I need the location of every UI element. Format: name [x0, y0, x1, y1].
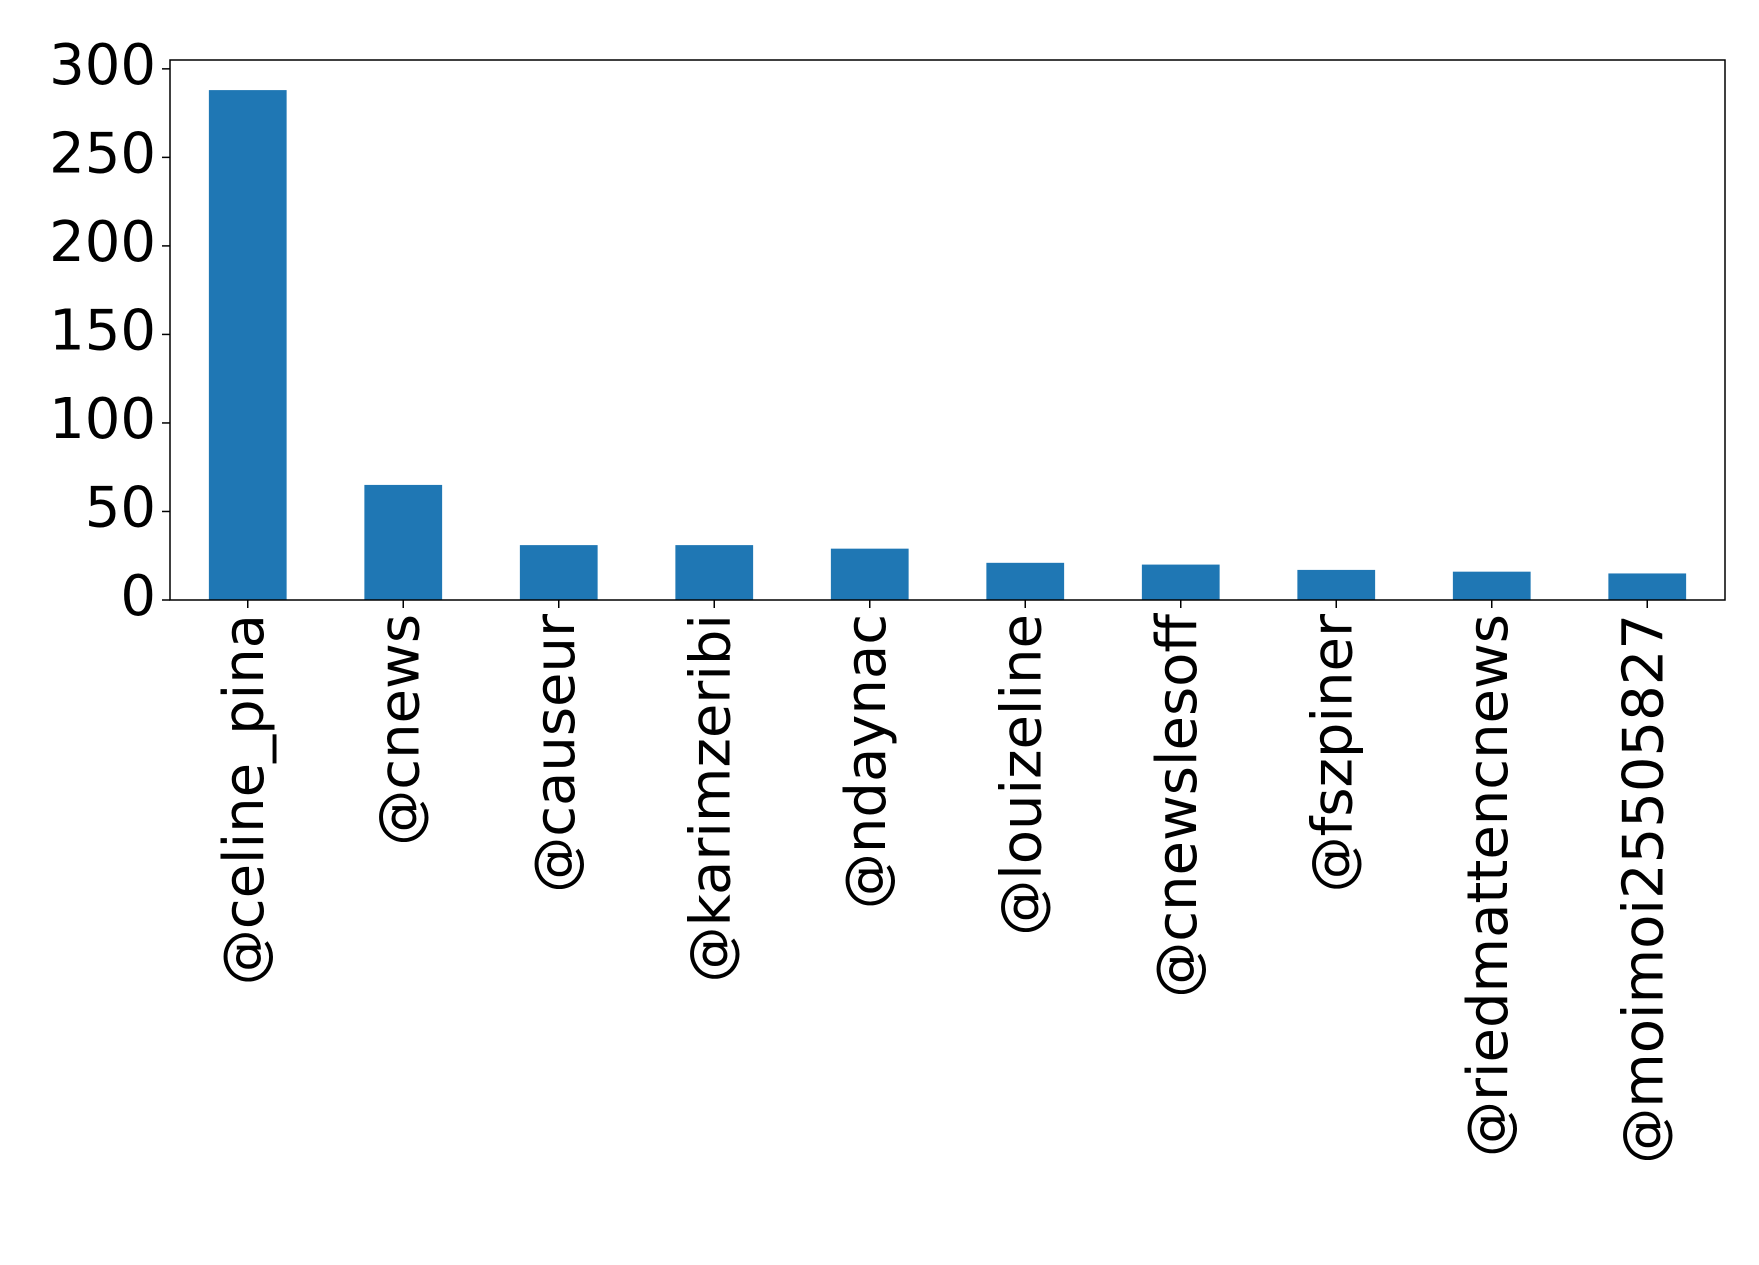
x-axis: @celine_pina @cnews @causeur @karimzeribi @n…: [212, 600, 1676, 1164]
x-tick-label: @karimzeribi: [678, 614, 743, 982]
bar-fszpiner: [1297, 569, 1376, 600]
y-tick-label: 100: [49, 387, 156, 452]
x-tick-label: @moimoi25505827: [1611, 614, 1676, 1164]
bar-karimzeribi: [675, 545, 754, 600]
y-tick-label: 150: [49, 299, 156, 364]
bar-causeur: [519, 545, 598, 600]
x-tick-label: @fszpiner: [1300, 613, 1365, 892]
bar-cnews: [364, 484, 443, 600]
bar-louizeline: [986, 562, 1065, 600]
y-tick-label: 300: [49, 33, 156, 98]
x-tick-label: @riedmattencnews: [1456, 614, 1521, 1157]
bar-riedmattencnews: [1452, 571, 1531, 600]
plot-frame: [169, 59, 1726, 601]
x-tick-label: @causeur: [523, 613, 588, 893]
bar-celine_pina: [208, 90, 287, 600]
bar-cnewslesoff: [1141, 564, 1220, 600]
bar-moimoi25505827: [1608, 573, 1687, 600]
y-tick-label: 250: [49, 122, 156, 187]
bar-ndaynac: [830, 548, 909, 600]
x-tick-label: @louizeline: [989, 614, 1054, 936]
x-tick-label: @cnewslesoff: [1145, 613, 1210, 998]
x-tick-label: @ndaynac: [834, 614, 899, 909]
y-tick-label: 50: [85, 476, 156, 541]
y-tick-label: 0: [120, 564, 156, 629]
x-tick-label: @celine_pina: [212, 614, 277, 985]
y-axis: 0 50 100 150 200 250 300: [49, 33, 170, 629]
y-tick-label: 200: [49, 210, 156, 275]
bars-layer: [208, 90, 1687, 600]
x-tick-label: @cnews: [367, 614, 432, 846]
